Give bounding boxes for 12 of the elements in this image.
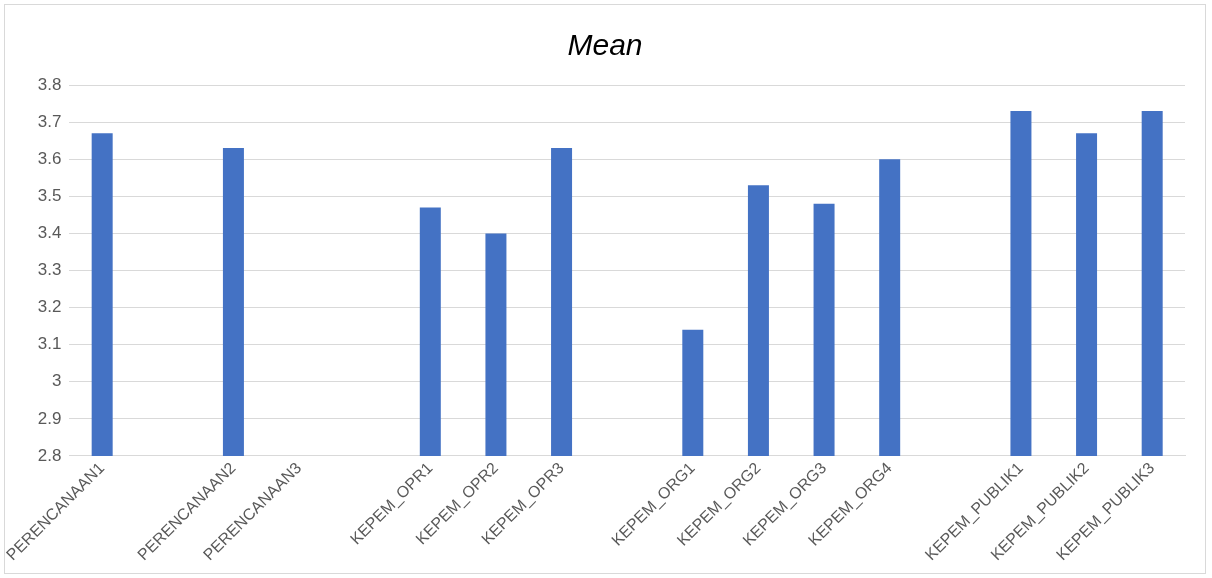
- chart-title: Mean: [567, 28, 643, 62]
- y-tick-label: 3.6: [37, 148, 62, 168]
- y-tick-label: 3.7: [37, 111, 62, 131]
- y-tick-label: 3: [51, 371, 62, 391]
- y-tick-label: 2.8: [37, 445, 62, 465]
- y-tick-label: 3.2: [37, 297, 62, 317]
- y-tick-label: 3.1: [37, 334, 62, 354]
- y-tick-label: 3.4: [37, 223, 62, 243]
- y-tick-label: 2.9: [37, 408, 62, 428]
- y-tick-label: 3.5: [37, 185, 62, 205]
- y-tick-label: 3.8: [37, 74, 62, 94]
- y-tick-label: 3.3: [37, 260, 62, 280]
